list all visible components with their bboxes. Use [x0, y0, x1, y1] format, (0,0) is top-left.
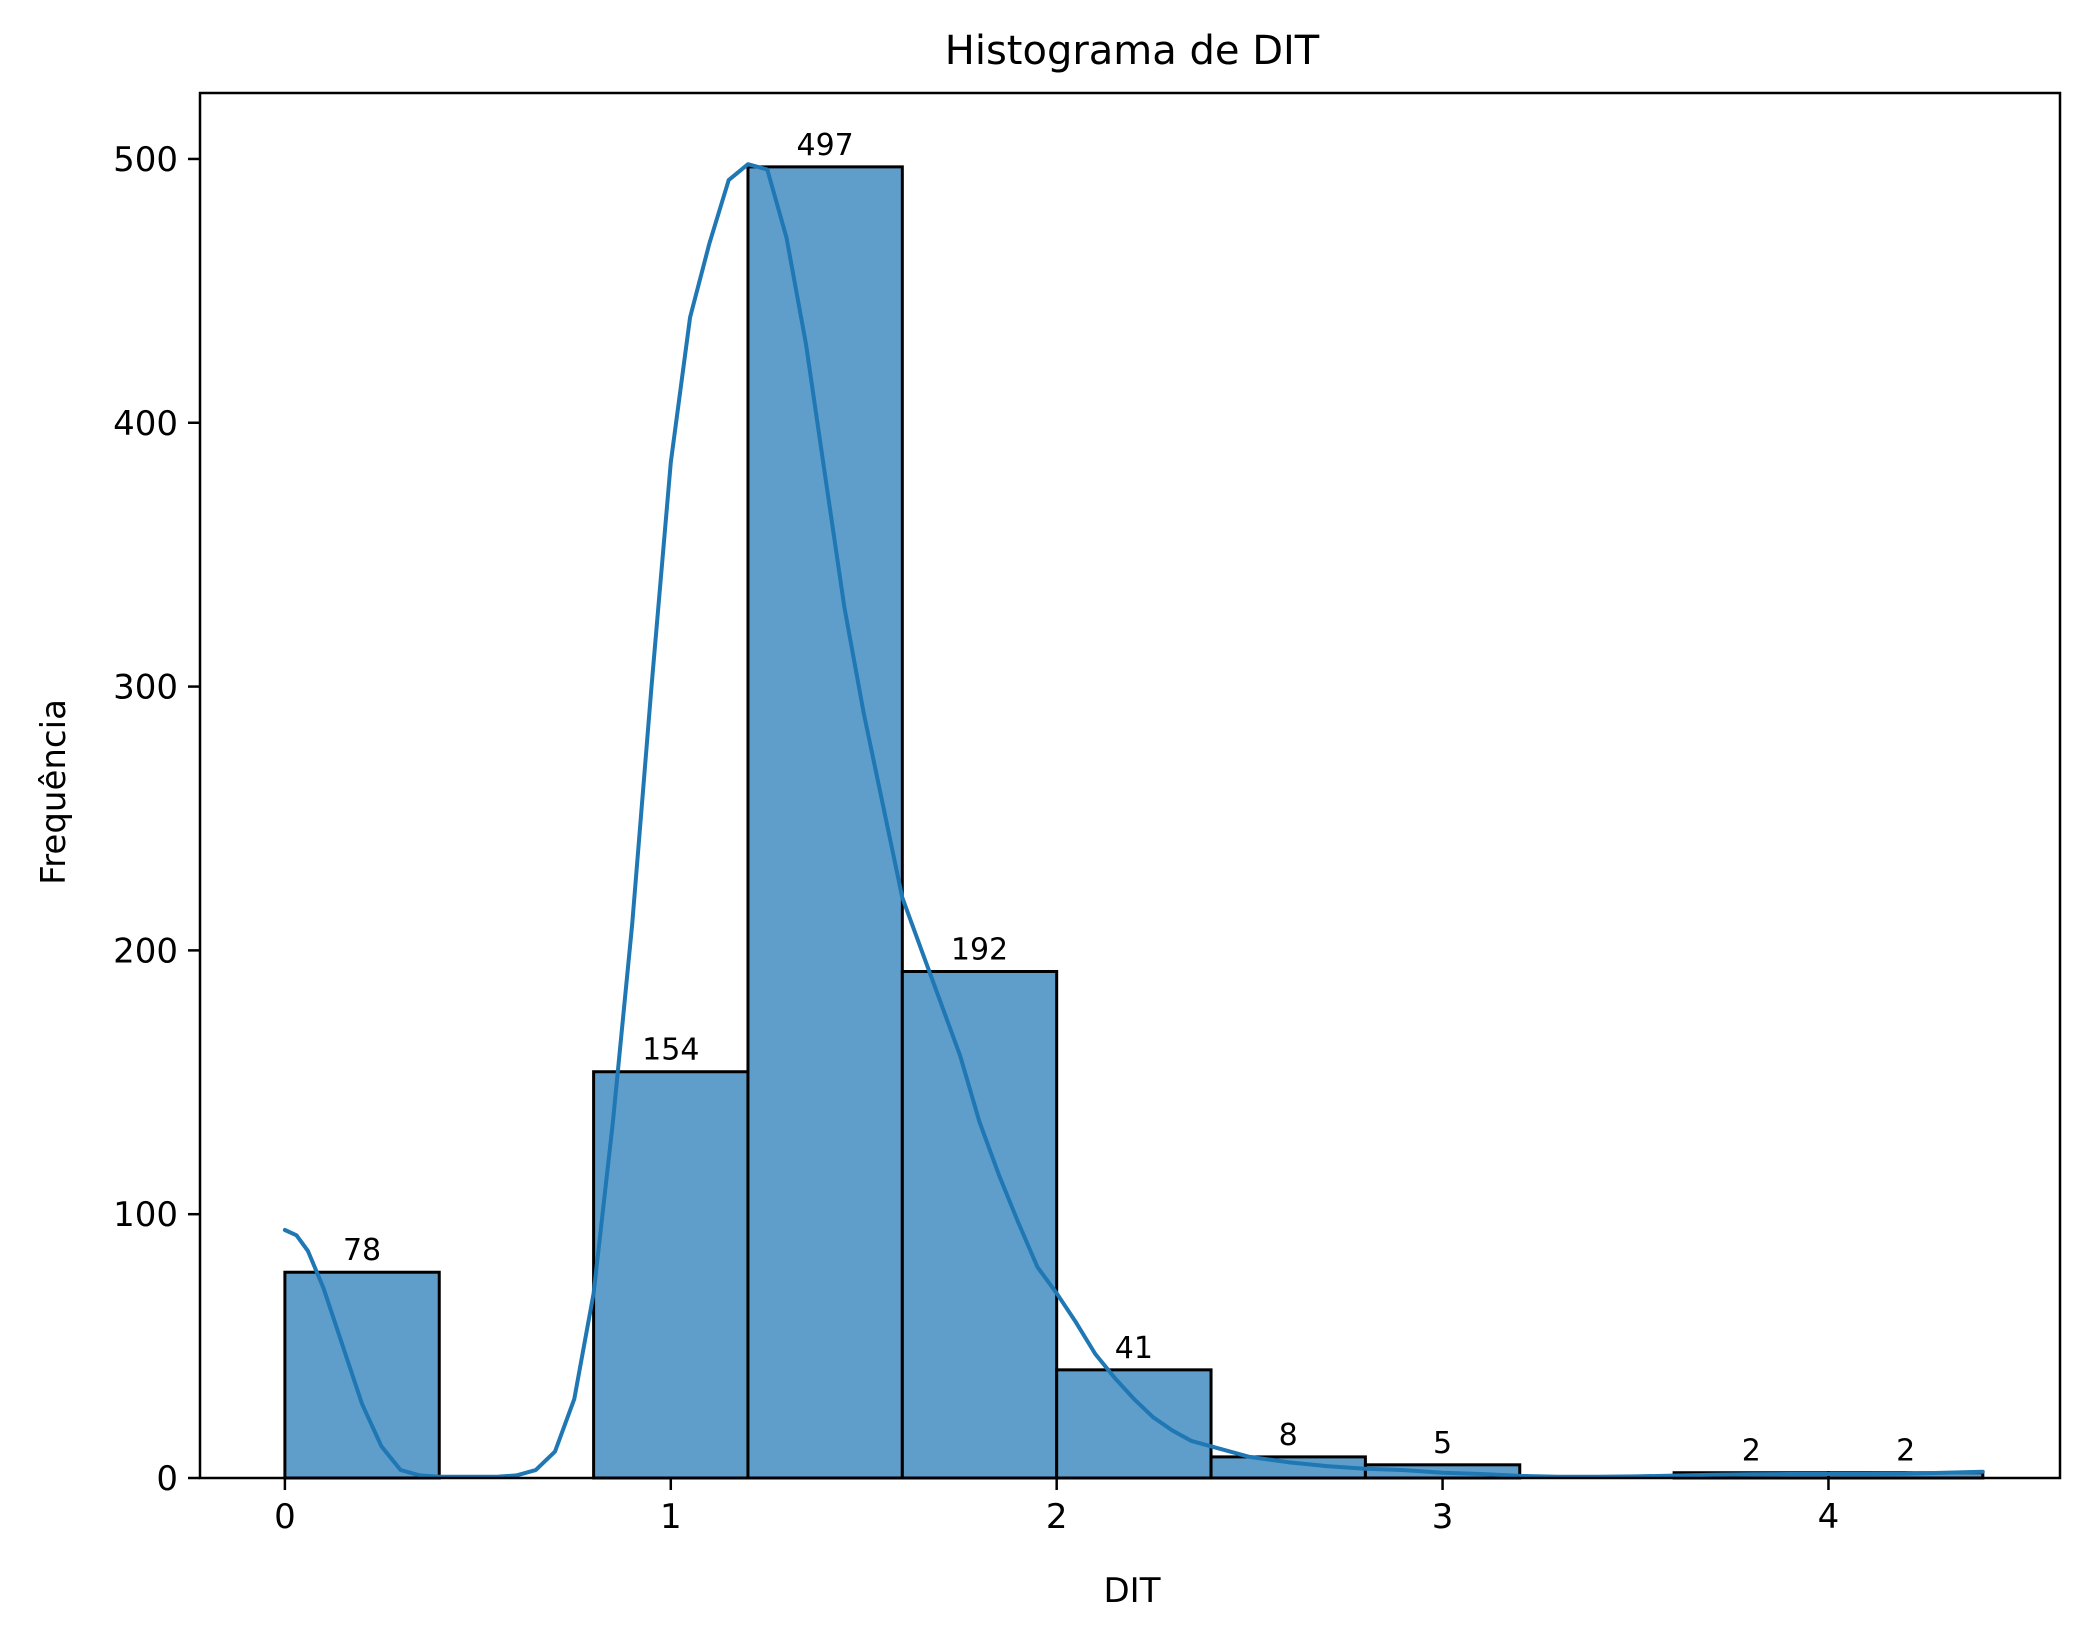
histogram-bar — [900, 969, 1059, 1480]
bar-value-label: 497 — [797, 128, 854, 163]
bar-value-label: 5 — [1433, 1426, 1452, 1461]
x-tick-label: 2 — [1046, 1497, 1068, 1537]
bar-value-label: 8 — [1279, 1418, 1298, 1453]
y-tick-label: 500 — [113, 140, 178, 180]
bar-value-label: 2 — [1742, 1434, 1761, 1469]
y-axis-label: Frequência — [34, 699, 74, 885]
histogram-bar — [1055, 1368, 1213, 1480]
x-tick-label: 4 — [1818, 1497, 1840, 1537]
histogram-bar — [592, 1070, 750, 1480]
y-tick-label: 200 — [113, 931, 178, 971]
x-tick-label: 1 — [660, 1497, 682, 1537]
bar-value-label: 2 — [1896, 1434, 1915, 1469]
y-tick-label: 400 — [113, 404, 178, 444]
x-axis-label: DIT — [1104, 1571, 1161, 1611]
chart-title: Histograma de DIT — [945, 28, 1320, 74]
bar-value-label: 154 — [642, 1033, 699, 1068]
y-tick-label: 100 — [113, 1195, 178, 1235]
axes-layer: 0 1 2 3 4 0 100 200 300 400 500 — [113, 91, 2062, 1537]
bar-value-label: 192 — [951, 932, 1008, 967]
x-tick-label: 0 — [274, 1497, 296, 1537]
histogram-bar — [746, 165, 904, 1480]
bar-value-label: 41 — [1115, 1331, 1153, 1366]
bar-labels-layer: 78 154 497 192 41 8 5 2 2 — [343, 128, 1915, 1469]
kde-curve — [282, 162, 1985, 1479]
y-tick-label: 0 — [156, 1459, 178, 1499]
plot-frame — [198, 91, 2062, 1480]
kde-layer — [282, 162, 1985, 1479]
x-tick-label: 3 — [1432, 1497, 1454, 1537]
bar-value-label: 78 — [343, 1233, 381, 1268]
y-tick-label: 300 — [113, 668, 178, 708]
bars-layer — [283, 165, 1985, 1480]
histogram-bar — [283, 1270, 441, 1480]
